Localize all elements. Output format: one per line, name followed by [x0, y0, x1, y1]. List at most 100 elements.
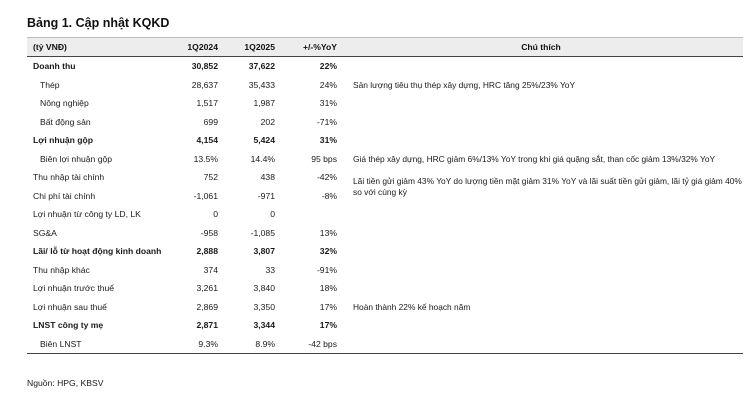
value-yoy: 13% — [319, 227, 337, 238]
header-notes: Chú thích — [339, 37, 743, 57]
table-row: Lợi nhuận gộp 4,154 5,424 31% — [27, 131, 743, 150]
row-label: Lợi nhuận trước thuế — [33, 283, 115, 294]
value-1q2025: 37,622 — [248, 61, 275, 72]
table-row: Lợi nhuận sau thuế 2,869 3,350 17% Hoàn thàn… — [27, 298, 743, 317]
table-row: Thu nhập tài chính 752 438 -42% Lãi tiền gửi… — [27, 168, 743, 196]
value-1q2024: 28,637 — [191, 79, 218, 90]
row-note — [339, 57, 743, 76]
value-yoy: 31% — [319, 98, 337, 109]
row-label: Lợi nhuận gộp — [33, 135, 94, 146]
row-note — [339, 113, 743, 132]
header-1q2025: 1Q2025 — [220, 37, 277, 57]
row-note: Sản lượng tiêu thụ thép xây dựng, HRC tă… — [353, 79, 576, 90]
row-note: Giá thép xây dựng, HRC giảm 6%/13% YoY t… — [353, 153, 716, 164]
table-row: SG&A -958 -1,085 13% — [27, 224, 743, 243]
table-title: Bảng 1. Cập nhật KQKD — [27, 16, 170, 30]
row-note — [339, 94, 743, 113]
row-note — [339, 279, 743, 298]
value-1q2025: 5,424 — [253, 135, 275, 146]
results-table: (tỷ VNĐ) 1Q2024 1Q2025 +/-%YoY Chú thích… — [27, 37, 743, 354]
header-unit: (tỷ VNĐ) — [27, 37, 164, 57]
row-label: Biên LNST — [27, 334, 164, 354]
value-1q2024: -1,061 — [193, 190, 218, 201]
value-yoy: 17% — [319, 320, 337, 331]
value-yoy: 24% — [319, 79, 337, 90]
value-1q2024: 1,517 — [196, 98, 218, 109]
row-label: Lãi/ lỗ từ hoạt động kinh doanh — [33, 246, 162, 257]
table-row: Nông nghiệp 1,517 1,987 31% — [27, 94, 743, 113]
table-row: Lãi/ lỗ từ hoạt động kinh doanh 2,888 3,80… — [27, 242, 743, 261]
value-1q2025: 0 — [270, 209, 275, 220]
value-yoy: 22% — [319, 61, 337, 72]
table-header-row: (tỷ VNĐ) 1Q2024 1Q2025 +/-%YoY Chú thích — [27, 37, 743, 57]
row-label: Chi phí tài chính — [33, 190, 96, 201]
row-note: Hoàn thành 22% kế hoạch năm — [353, 301, 471, 312]
row-label: Biên lợi nhuận gộp — [40, 153, 113, 164]
value-1q2024: 30,852 — [191, 61, 218, 72]
row-note — [339, 334, 743, 354]
value-1q2024: 2,888 — [196, 246, 218, 257]
row-note — [339, 224, 743, 243]
value-yoy: -8% — [321, 190, 337, 201]
value-yoy: 18% — [319, 283, 337, 294]
value-yoy: -42% — [316, 172, 337, 183]
row-note — [339, 131, 743, 150]
value-yoy: -71% — [316, 116, 337, 127]
row-note — [339, 242, 743, 261]
row-label: Lợi nhuận từ công ty LD, LK — [33, 209, 141, 220]
table-row: Lợi nhuận từ công ty LD, LK 0 0 — [27, 205, 743, 224]
value-1q2024: 4,154 — [196, 135, 218, 146]
value-1q2025: 3,350 — [253, 301, 275, 312]
table-row: Biên LNST 9.3% 8.9% -42 bps — [27, 334, 743, 354]
table-row: Bất động sản 699 202 -71% — [27, 113, 743, 132]
row-note — [339, 316, 743, 335]
table-row: Lợi nhuận trước thuế 3,261 3,840 18% — [27, 279, 743, 298]
row-label: Nông nghiệp — [40, 98, 89, 109]
row-label: Doanh thu — [33, 61, 76, 72]
table-row: Doanh thu 30,852 37,622 22% — [27, 57, 743, 76]
value-1q2024: 699 — [203, 116, 218, 127]
value-yoy: 32% — [319, 246, 337, 257]
row-label: Lợi nhuận sau thuế — [33, 301, 107, 312]
value-1q2024: 2,869 — [196, 301, 218, 312]
value-1q2025: 3,344 — [253, 320, 275, 331]
value-1q2025: 8.9% — [220, 334, 277, 354]
value-1q2025: 3,807 — [253, 246, 275, 257]
table-row: LNST công ty mẹ 2,871 3,344 17% — [27, 316, 743, 335]
value-1q2024: 752 — [203, 172, 218, 183]
value-yoy: -91% — [316, 264, 337, 275]
value-1q2025: 202 — [260, 116, 275, 127]
value-yoy: 17% — [319, 301, 337, 312]
value-1q2024: 0 — [213, 209, 218, 220]
value-1q2025: 3,840 — [253, 283, 275, 294]
row-note: Lãi tiền gửi giảm 43% YoY do lượng tiền … — [353, 176, 742, 197]
table-row: Thép 28,637 35,433 24% Sản lượng tiêu thụ th… — [27, 76, 743, 95]
value-1q2025: 14.4% — [250, 153, 275, 164]
value-yoy: 31% — [319, 135, 337, 146]
row-label: Bất động sản — [40, 116, 91, 127]
value-1q2025: 35,433 — [248, 79, 275, 90]
row-label: LNST công ty mẹ — [33, 320, 104, 331]
source-note: Nguồn: HPG, KBSV — [27, 378, 104, 388]
value-yoy: -42 bps — [277, 334, 339, 354]
row-label: Thu nhập tài chính — [33, 172, 105, 183]
value-yoy: 95 bps — [311, 153, 337, 164]
header-yoy: +/-%YoY — [277, 37, 339, 57]
value-1q2025: -1,085 — [250, 227, 275, 238]
value-1q2024: 9.3% — [164, 334, 220, 354]
value-1q2024: 374 — [203, 264, 218, 275]
row-label: Thu nhập khác — [33, 264, 90, 275]
row-label: SG&A — [33, 227, 57, 238]
table-row: Biên lợi nhuận gộp 13.5% 14.4% 95 bps Giá th… — [27, 150, 743, 169]
value-1q2025: 33 — [265, 264, 275, 275]
value-1q2024: 13.5% — [193, 153, 218, 164]
value-1q2025: -971 — [257, 190, 275, 201]
value-1q2024: -958 — [200, 227, 218, 238]
value-1q2024: 2,871 — [196, 320, 218, 331]
row-note — [339, 205, 743, 224]
value-1q2024: 3,261 — [196, 283, 218, 294]
value-1q2025: 1,987 — [253, 98, 275, 109]
value-yoy — [277, 205, 339, 224]
value-1q2025: 438 — [260, 172, 275, 183]
table-row: Thu nhập khác 374 33 -91% — [27, 261, 743, 280]
